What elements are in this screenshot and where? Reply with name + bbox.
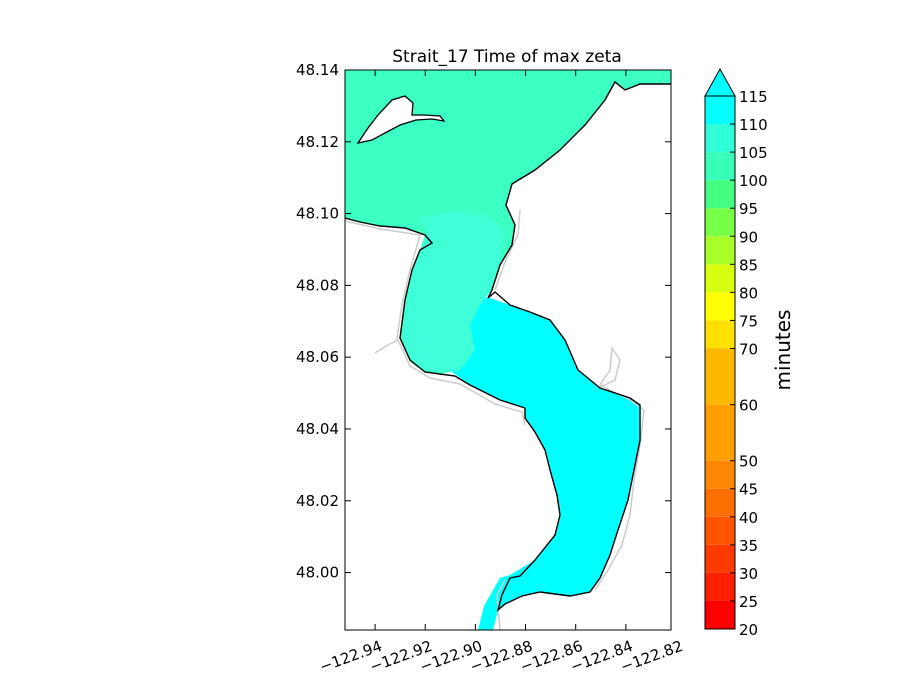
coastline (345, 80, 671, 613)
colorbar-tick-label: 95 (739, 200, 758, 218)
colorbar-tick-label: 100 (739, 172, 768, 190)
colorbar-tick-label: 50 (739, 453, 758, 471)
colorbar-tick-label: 60 (739, 397, 758, 415)
colorbar-tick-label: 105 (739, 144, 768, 162)
colorbar-tick-label: 30 (739, 565, 758, 583)
colorbar-tick-label: 35 (739, 537, 758, 555)
y-tick-label: 48.12 (296, 133, 339, 151)
y-axis: 48.14 48.12 48.10 48.08 48.06 48.04 48.02 48.00 (296, 61, 671, 582)
colorbar-segment (705, 208, 735, 237)
map-plot-area (345, 70, 671, 630)
colorbar-frame (704, 95, 736, 630)
colorbar-tick-label: 70 (739, 340, 758, 358)
colorbar-segment (705, 236, 735, 265)
colorbar-extend-arrow (704, 67, 736, 97)
y-tick-label: 48.10 (296, 205, 339, 223)
colorbar-segment (705, 600, 735, 629)
axes-frame (344, 69, 672, 631)
colorbar-segment (705, 404, 735, 461)
shoreline-grey (345, 209, 645, 630)
colorbar-segment (705, 292, 735, 321)
colorbar-tick-label: 20 (739, 621, 758, 639)
colorbar-segment (705, 96, 735, 125)
water-region-channel (402, 212, 505, 374)
chart-title: Strait_17 Time of max zeta (392, 47, 622, 67)
colorbar-segment (705, 488, 735, 517)
y-tick-label: 48.02 (296, 492, 339, 510)
colorbar-tick-label: 115 (739, 88, 768, 106)
y-tick-label: 48.00 (296, 564, 339, 582)
colorbar: 20 25 30 35 40 45 50 60 70 75 80 85 90 95 100 105 110 115 (704, 67, 768, 639)
colorbar-tick-label: 25 (739, 593, 758, 611)
water-region-southern-bay (440, 296, 640, 630)
island (356, 95, 446, 144)
colorbar-segment (705, 320, 735, 349)
colorbar-segment (705, 124, 735, 153)
y-tick-label: 48.04 (296, 420, 339, 438)
colorbar-tick-label: 85 (739, 256, 758, 274)
colorbar-label: minutes (771, 310, 795, 391)
colorbar-tick-label: 90 (739, 228, 758, 246)
colorbar-segment (705, 264, 735, 293)
colorbar-segment (705, 180, 735, 209)
colorbar-segment (705, 544, 735, 573)
y-tick-label: 48.14 (296, 61, 339, 79)
colorbar-tick-label: 75 (739, 312, 758, 330)
colorbar-tick-label: 80 (739, 284, 758, 302)
colorbar-tick-label: 110 (739, 116, 768, 134)
colorbar-segment (705, 152, 735, 181)
y-tick-label: 48.08 (296, 276, 339, 294)
colorbar-segment (705, 460, 735, 489)
colorbar-segment (705, 516, 735, 545)
colorbar-segment (705, 572, 735, 601)
y-tick-label: 48.06 (296, 348, 339, 366)
colorbar-segment (705, 348, 735, 405)
colorbar-tick-label: 45 (739, 481, 758, 499)
colorbar-tick-label: 40 (739, 509, 758, 527)
